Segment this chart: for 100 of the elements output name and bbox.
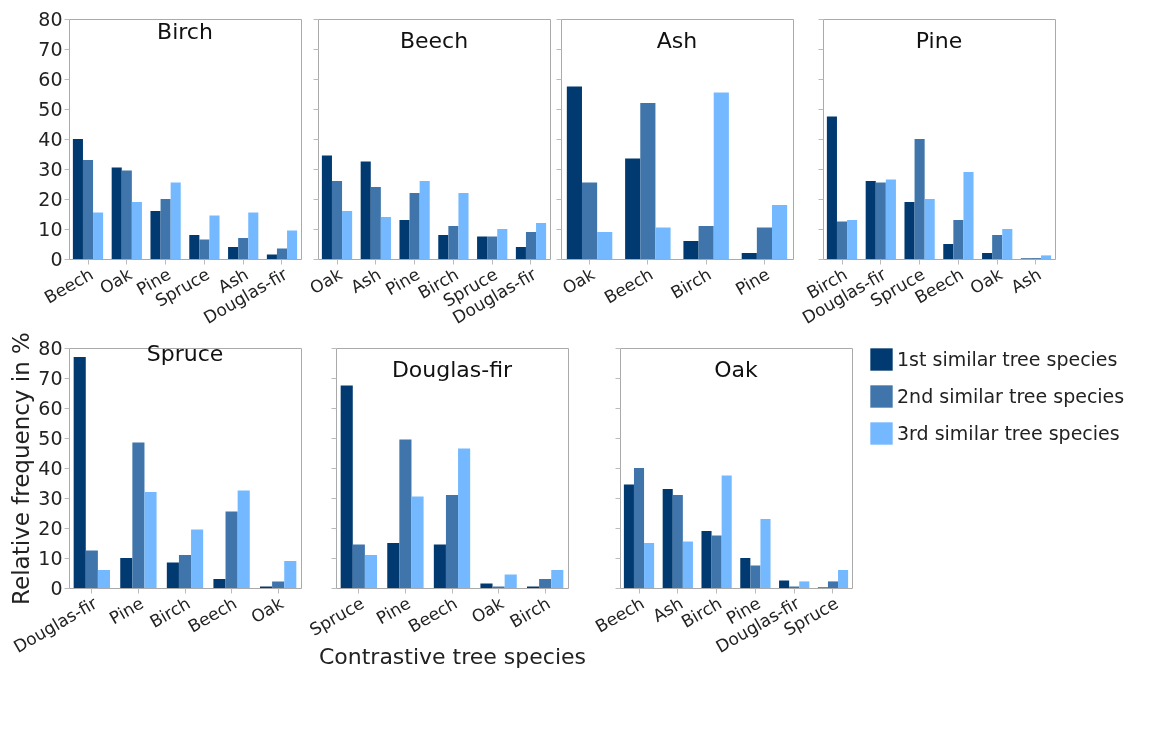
chart-title: Oak xyxy=(714,356,759,382)
bar xyxy=(953,220,964,259)
bar xyxy=(566,86,582,259)
bar xyxy=(387,543,400,588)
bar xyxy=(170,182,181,259)
bar xyxy=(120,558,133,588)
bar xyxy=(73,357,86,588)
y-tick-label: 30 xyxy=(38,486,63,509)
y-tick-label: 20 xyxy=(38,516,63,539)
bar xyxy=(515,247,526,259)
bar xyxy=(272,581,285,588)
bar xyxy=(772,205,788,259)
bar xyxy=(551,570,564,588)
x-tick-label: Oak xyxy=(96,263,136,299)
chart-title: Ash xyxy=(656,27,698,53)
bar xyxy=(342,211,353,259)
bar xyxy=(756,227,773,259)
bar xyxy=(662,489,673,588)
legend-label: 2nd similar tree species xyxy=(897,384,1125,407)
y-tick-label: 60 xyxy=(38,67,63,90)
bar xyxy=(779,580,790,588)
bar xyxy=(525,232,537,259)
bar xyxy=(360,161,371,259)
bar xyxy=(448,226,459,259)
bar xyxy=(189,235,200,259)
y-tick-label: 40 xyxy=(38,127,63,150)
legend-label: 1st similar tree species xyxy=(897,347,1118,370)
bar xyxy=(85,550,98,588)
bar xyxy=(865,181,876,259)
bar xyxy=(497,229,508,259)
bar xyxy=(209,215,220,259)
y-tick-label: 50 xyxy=(38,97,63,120)
bar xyxy=(111,167,122,259)
y-tick-label: 10 xyxy=(38,217,63,240)
bar xyxy=(370,187,381,259)
bar xyxy=(411,496,424,588)
y-tick-label: 0 xyxy=(50,576,63,599)
bar xyxy=(721,475,732,588)
bar xyxy=(644,543,655,588)
bar xyxy=(340,385,353,588)
bar xyxy=(480,583,493,588)
bar xyxy=(72,139,83,259)
y-tick-label: 10 xyxy=(38,546,63,569)
bar xyxy=(191,529,204,588)
x-tick-label: Oak xyxy=(467,592,508,628)
x-tick-label: Oak xyxy=(247,592,287,628)
bar xyxy=(741,253,757,259)
bar xyxy=(504,574,517,588)
bar xyxy=(93,212,104,259)
bar xyxy=(213,579,226,588)
chart-title: Beech xyxy=(399,27,469,53)
bar xyxy=(885,179,896,259)
bar xyxy=(399,439,412,588)
bar xyxy=(97,570,110,588)
bar xyxy=(364,555,377,588)
bar xyxy=(237,490,250,588)
bar xyxy=(924,199,935,259)
bar xyxy=(352,544,365,588)
bar xyxy=(539,579,552,588)
x-tick-label: Oak xyxy=(306,263,346,299)
bar xyxy=(672,495,683,588)
bar xyxy=(121,170,132,259)
bar xyxy=(445,495,459,588)
bar xyxy=(438,235,449,259)
bar xyxy=(199,239,210,259)
x-axis-title: Contrastive tree species xyxy=(318,643,587,669)
y-tick-label: 20 xyxy=(38,187,63,210)
y-tick-label: 0 xyxy=(50,247,63,270)
bar xyxy=(458,193,469,259)
chart-title: Pine xyxy=(915,27,963,53)
bar xyxy=(750,565,761,588)
bar xyxy=(132,442,145,588)
bar xyxy=(826,116,837,259)
bar xyxy=(847,220,858,259)
bar xyxy=(166,562,179,588)
bar xyxy=(82,160,94,259)
legend-label: 3rd similar tree species xyxy=(897,421,1120,444)
chart-title: Douglas-fir xyxy=(391,356,514,382)
bar xyxy=(623,484,634,588)
bar xyxy=(536,223,547,259)
bar xyxy=(228,247,239,259)
bar xyxy=(827,581,839,588)
bar xyxy=(838,570,849,588)
y-tick-label: 50 xyxy=(38,426,63,449)
bar xyxy=(487,236,498,259)
bar xyxy=(713,92,729,259)
bar xyxy=(836,221,848,259)
bar xyxy=(992,235,1003,259)
bar xyxy=(321,155,332,259)
y-tick-label: 70 xyxy=(38,366,63,389)
x-tick-label: Ash xyxy=(1007,263,1045,297)
x-tick-label: Pine xyxy=(105,592,147,629)
bar xyxy=(331,181,343,259)
bar xyxy=(150,211,161,259)
bar xyxy=(1041,255,1052,259)
bar xyxy=(799,581,810,588)
bar xyxy=(284,561,297,588)
chart-title: Spruce xyxy=(146,340,224,366)
x-tick-label: Ash xyxy=(347,263,385,297)
bar xyxy=(248,212,259,259)
